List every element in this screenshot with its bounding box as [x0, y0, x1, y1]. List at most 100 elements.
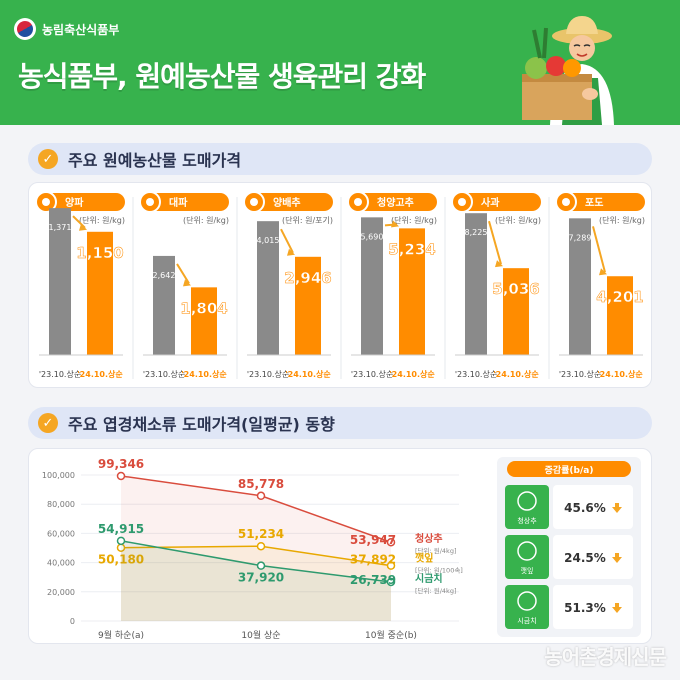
section-title: 주요 엽경채소류 도매가격(일평균) 동향 [68, 415, 335, 434]
y-tick-label: 60,000 [47, 529, 75, 538]
section-title: 주요 원예농산물 도매가격 [68, 151, 242, 170]
ministry-name: 농림축산식품부 [42, 22, 120, 37]
item-name: 사과 [481, 196, 500, 209]
item-pill [453, 193, 541, 211]
category-label: '23.10.상순 [559, 369, 601, 379]
bar-2023 [153, 255, 175, 355]
y-tick-label: 100,000 [42, 471, 75, 480]
decrease-arrow-icon [488, 220, 502, 265]
change-icon-tile [505, 485, 549, 529]
data-label: 54,915 [98, 522, 144, 536]
leek-icon-glyph [146, 198, 154, 206]
data-point [386, 537, 396, 547]
item-unit: (단위: 원/kg) [79, 215, 125, 225]
value-label-2024: 5,234 [388, 240, 435, 258]
arrow-head-icon [391, 220, 399, 228]
series-name: 청상추 [415, 532, 443, 545]
grape-icon-glyph [562, 198, 570, 206]
change-value: 24.5% [564, 551, 606, 565]
item-name: 청양고추 [377, 196, 414, 209]
line-chart: 100,000 80,000 60,000 40,000 20,000 0 9월 하순(a)… [42, 457, 641, 641]
decrease-arrow-icon [176, 263, 190, 284]
apple-icon-glyph [458, 198, 466, 206]
data-point [116, 471, 126, 481]
change-value-tile [553, 585, 633, 629]
series-area [121, 540, 391, 621]
check-icon: ✓ [38, 413, 58, 433]
bar-2023 [49, 208, 71, 355]
change-value: 51.3% [564, 601, 606, 615]
value-label-2024: 4,201 [596, 288, 643, 306]
down-arrow-icon [612, 553, 622, 563]
data-label: 53,947 [350, 533, 396, 547]
change-value-tile [553, 535, 633, 579]
y-tick-label: 40,000 [47, 559, 75, 568]
item-name: 포도 [585, 197, 603, 209]
item-pill [37, 193, 125, 211]
data-point [386, 577, 396, 587]
onion-icon-glyph [42, 198, 50, 206]
data-label: 99,346 [98, 457, 144, 471]
series-name: 깻잎 [415, 552, 433, 565]
arrow-head-icon [183, 279, 191, 287]
x-tick-label: 10월 중순(b) [365, 629, 417, 641]
item-unit: (단위: 원/kg) [391, 215, 437, 225]
item-pill [349, 193, 437, 211]
section-header-fruit-veg-prices: ✓ 주요 원예농산물 도매가격 [28, 143, 652, 175]
series-name: 시금치 [415, 572, 443, 585]
change-item-name: 깻잎 [521, 566, 534, 575]
bar-2024 [191, 287, 217, 355]
change-item-name: 시금치 [517, 616, 536, 625]
data-point [386, 561, 396, 570]
perilla-leaf-icon [517, 541, 537, 561]
category-label: '23.10.상순 [143, 369, 185, 379]
data-label: 85,778 [238, 477, 284, 491]
item-unit: (단위: 원/포기) [282, 215, 333, 225]
x-tick-label: 9월 하순(a) [98, 629, 144, 641]
series-unit: [단위: 원/4kg] [415, 586, 456, 595]
pepper-icon-glyph [354, 198, 362, 206]
decrease-arrow-icon [280, 228, 294, 254]
value-label-2024: 2,946 [284, 269, 331, 287]
bar-2024 [503, 268, 529, 355]
value-label-2024: 1,150 [76, 244, 123, 262]
arrow-head-icon [495, 260, 503, 268]
data-point [256, 561, 266, 570]
decrease-arrow-icon [592, 226, 606, 273]
bar-2024 [607, 276, 633, 355]
spinach-icon [517, 591, 537, 611]
bar-2023 [569, 218, 591, 355]
data-point [256, 491, 266, 501]
cabbage-icon-glyph [250, 198, 258, 206]
category-label: '23.10.상순 [455, 369, 497, 379]
category-label: '23.10.상순 [351, 369, 393, 379]
watermark: 농어촌경제신문 [544, 645, 667, 669]
section-header-leafy-veg-prices: ✓ 주요 엽경채소류 도매가격(일평균) 동향 [28, 407, 652, 439]
category-label: '23.10.상순 [39, 369, 81, 379]
value-label-2023: 8,225 [465, 228, 488, 237]
change-rate-title-pill [507, 461, 631, 477]
item-pill [141, 193, 229, 211]
arrow-head-icon [287, 248, 295, 256]
change-icon-tile [505, 585, 549, 629]
value-label-2023: 1,371 [49, 223, 72, 232]
header-banner: 농림축산식품부 농식품부, 원예농산물 생육관리 강화 [0, 0, 680, 125]
bar-chart-panel: 양파 (단위: 원/kg) 1,371 1,150'23.10.상순 '24.10.상순… [28, 182, 652, 388]
value-label-2024: 5,036 [492, 280, 539, 298]
change-value: 45.6% [564, 501, 606, 515]
y-tick-label: 0 [70, 617, 75, 626]
change-rate-title: 증감률(b/a) [545, 464, 594, 476]
series-unit: [단위: 원/4kg] [415, 546, 456, 555]
series-unit: [단위: 원/100속] [415, 566, 463, 575]
ministry-logo: 농림축산식품부 [14, 18, 119, 40]
farmer-illustration-icon [522, 16, 614, 125]
check-icon: ✓ [38, 149, 58, 169]
value-label-2024: 1,804 [180, 299, 227, 317]
item-name: 대파 [169, 196, 188, 209]
item-pill [557, 193, 645, 211]
bar-2024 [87, 231, 113, 355]
page-title: 농식품부, 원예농산물 생육관리 강화 [18, 60, 426, 93]
value-label-2023: 7,289 [569, 233, 592, 242]
category-label: '24.10.상순 [77, 369, 123, 379]
down-arrow-icon [612, 603, 622, 613]
